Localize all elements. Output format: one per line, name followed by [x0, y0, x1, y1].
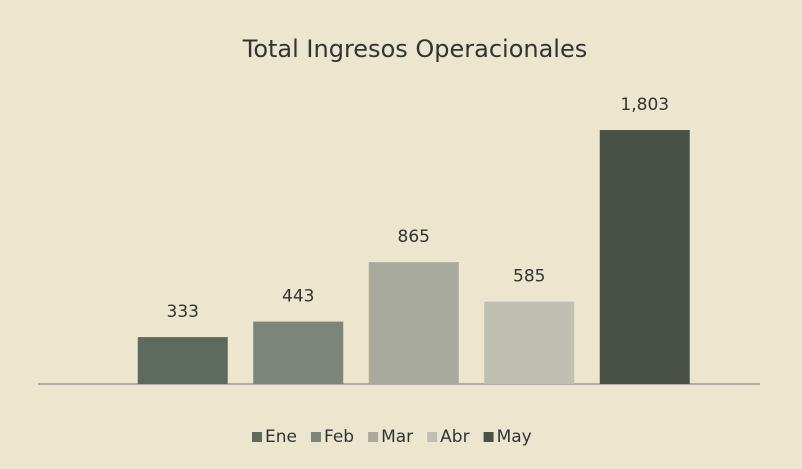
- bar: [137, 337, 228, 384]
- bar: [599, 130, 690, 384]
- legend-label: May: [497, 427, 532, 447]
- legend-swatch: [427, 432, 438, 442]
- data-label: 333: [167, 302, 199, 322]
- legend-swatch: [483, 432, 494, 442]
- legend-swatch: [310, 432, 321, 442]
- data-label: 865: [398, 227, 430, 247]
- chart-title: Total Ingresos Operacionales: [242, 35, 588, 63]
- legend-label: Ene: [265, 427, 297, 447]
- bar: [484, 301, 575, 384]
- legend-label: Feb: [324, 427, 354, 447]
- data-label: 1,803: [620, 95, 669, 115]
- bar: [253, 321, 344, 384]
- legend-label: Abr: [440, 427, 469, 447]
- bar: [368, 262, 459, 384]
- legend-swatch: [368, 432, 379, 442]
- data-label: 585: [513, 267, 545, 287]
- legend-label: Mar: [381, 427, 413, 447]
- data-label: 443: [282, 287, 314, 307]
- legend-swatch: [252, 432, 262, 442]
